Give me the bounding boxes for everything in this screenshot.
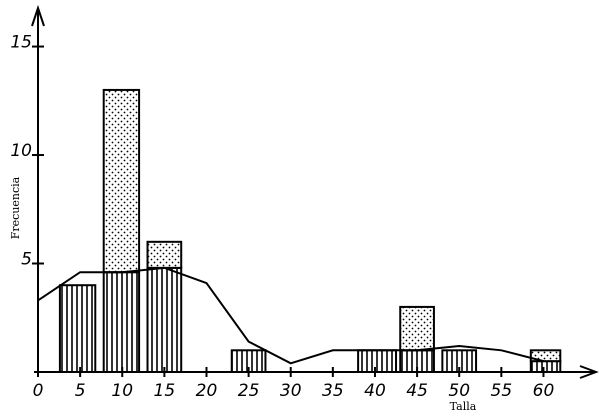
frequency-line: [37, 266, 544, 365]
bar-segment: [146, 266, 183, 374]
bar-segment: [357, 349, 398, 374]
x-tick-label: 25: [238, 381, 260, 401]
x-tick-label: 60: [533, 381, 555, 401]
x-tick-label: 50: [448, 381, 470, 401]
bar-segment: [529, 349, 562, 363]
bar-segment: [399, 305, 435, 352]
x-tick-label: 15: [154, 381, 176, 401]
bar-segment: [102, 271, 141, 373]
bar-segment: [529, 360, 562, 374]
bar-segment: [146, 240, 183, 269]
x-tick-label: 0: [33, 381, 44, 401]
x-tick-label: 5: [75, 381, 86, 401]
x-tick-label: 30: [280, 381, 302, 401]
x-tick-label: 45: [406, 381, 428, 401]
y-tick-label: 15: [10, 33, 32, 53]
bar-segment: [58, 284, 97, 374]
x-tick-label: 35: [322, 381, 344, 401]
y-tick-label: 10: [10, 141, 32, 161]
x-tick-label: 55: [491, 381, 513, 401]
y-tick-label: 5: [21, 250, 32, 270]
y-arrow: [31, 4, 45, 27]
x-arrow: [579, 365, 599, 379]
x-axis-label: Talla: [450, 400, 477, 413]
x-tick-label: 40: [364, 381, 386, 401]
bar-segment: [102, 88, 141, 274]
x-tick-label: 20: [196, 381, 218, 401]
x-tick-label: 10: [111, 381, 133, 401]
y-axis-label: Frecuencia: [9, 176, 22, 239]
